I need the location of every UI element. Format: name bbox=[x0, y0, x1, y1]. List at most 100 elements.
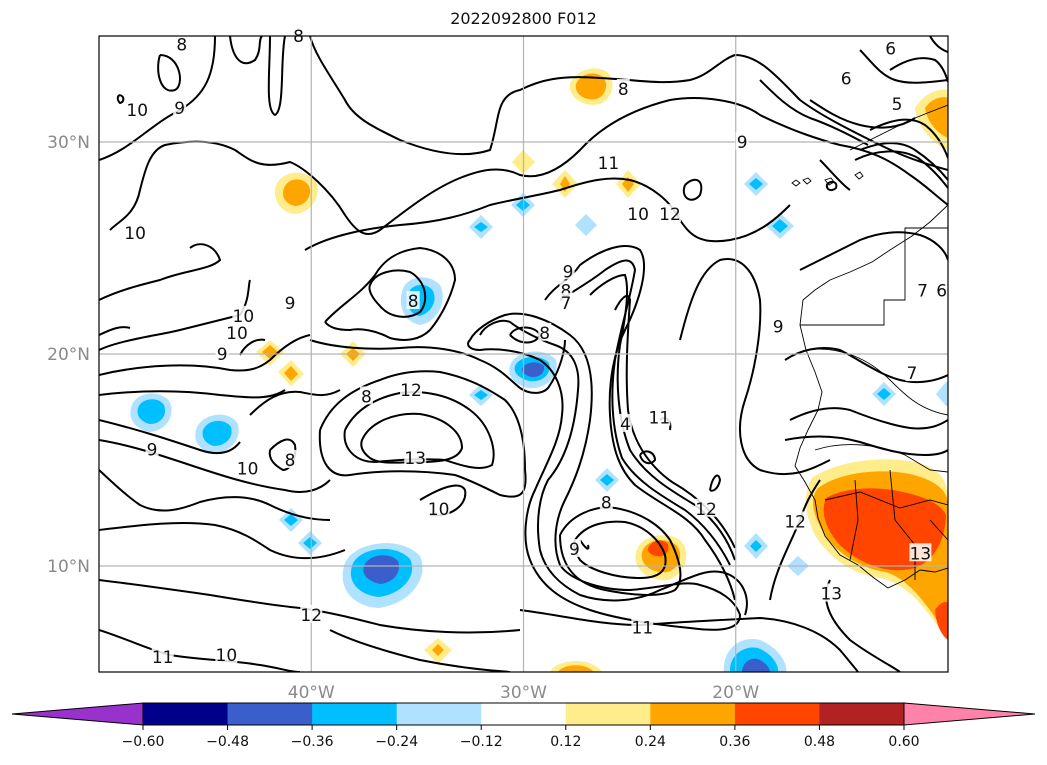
contour-label-bg bbox=[890, 93, 904, 112]
contour-label-bg bbox=[839, 68, 853, 87]
contour-18 bbox=[99, 521, 346, 560]
contour-label-bg bbox=[735, 132, 749, 150]
contour-label-bg bbox=[784, 511, 807, 530]
contour-label: 13 bbox=[910, 544, 932, 564]
contour-9 bbox=[682, 178, 703, 201]
contour-label: 8 bbox=[285, 451, 296, 471]
contour-52 bbox=[784, 435, 948, 457]
warm-blob-bottom-core bbox=[558, 665, 594, 672]
contour-label: 7 bbox=[907, 364, 918, 384]
contour-label-bg bbox=[283, 450, 297, 468]
lon-tick-label: 20°W bbox=[712, 683, 759, 703]
cool-dot-8-core bbox=[284, 514, 298, 526]
contour-36 bbox=[573, 520, 667, 580]
contour-43 bbox=[869, 118, 948, 159]
contour-29 bbox=[467, 312, 742, 631]
contour-label-bg bbox=[627, 204, 650, 223]
contour-label: 7 bbox=[561, 294, 572, 314]
contour-14 bbox=[99, 389, 286, 399]
contour-label: 9 bbox=[563, 262, 574, 282]
contour-label-bg bbox=[406, 291, 420, 309]
cool-blob-19n-core bbox=[521, 362, 545, 378]
contour-11 bbox=[324, 246, 457, 341]
colorbar-segment bbox=[396, 703, 482, 725]
warm-blob-n-core bbox=[575, 73, 607, 100]
contour-label-bg bbox=[175, 34, 189, 53]
cool-dot-6-core bbox=[474, 390, 488, 400]
contour-label-bg bbox=[658, 204, 681, 223]
colorbar-tick-label: 0.12 bbox=[550, 734, 581, 750]
contour-label-bg bbox=[126, 100, 149, 119]
contour-label-bg bbox=[225, 322, 248, 341]
colorbar-outline bbox=[142, 702, 905, 726]
contour-22 bbox=[249, 389, 341, 416]
contour-label-bg bbox=[695, 498, 718, 517]
contour-4 bbox=[267, 36, 286, 117]
contour-54 bbox=[239, 338, 266, 356]
contour-55 bbox=[639, 450, 657, 465]
contour-label-bg bbox=[404, 447, 427, 466]
contour-label: 9 bbox=[285, 294, 296, 314]
colorbar-tick-label: 0.24 bbox=[635, 734, 666, 750]
border-4 bbox=[824, 491, 948, 509]
contour-label: 12 bbox=[695, 500, 717, 520]
border-2 bbox=[805, 348, 948, 416]
contour-label: 11 bbox=[649, 409, 671, 429]
contour-1 bbox=[157, 54, 181, 92]
contour-label: 12 bbox=[659, 205, 681, 225]
contour-label-bg bbox=[559, 293, 573, 312]
contour-label-bg bbox=[909, 543, 932, 562]
contour-label: 10 bbox=[237, 459, 259, 479]
contour-label-bg bbox=[359, 386, 373, 405]
contour-50 bbox=[784, 347, 948, 384]
contour-label: 8 bbox=[561, 281, 572, 301]
contour-25 bbox=[360, 412, 464, 464]
colorbar-tick-label: 0.48 bbox=[804, 734, 835, 750]
contour-label: 7 bbox=[917, 281, 928, 301]
contour-label: 9 bbox=[737, 133, 748, 153]
cool-dot-7-core bbox=[600, 474, 614, 486]
contour-label-bg bbox=[151, 647, 174, 666]
border-7 bbox=[929, 519, 948, 541]
contour-15 bbox=[99, 419, 241, 455]
contour-label: 9 bbox=[773, 317, 784, 337]
colorbar-segment bbox=[734, 703, 820, 725]
cool-dot-12-core bbox=[877, 388, 891, 400]
contour-32 bbox=[559, 259, 731, 566]
contour-label: 10 bbox=[126, 101, 148, 121]
cool-dot-3 bbox=[575, 214, 597, 236]
contour-label: 12 bbox=[400, 381, 422, 401]
contour-62 bbox=[116, 94, 125, 105]
cool-dot-4-core bbox=[749, 178, 763, 190]
contour-label-bg bbox=[124, 223, 147, 242]
colorbar-segment bbox=[143, 703, 229, 725]
cool-dot-9-core bbox=[303, 537, 317, 549]
contour-27 bbox=[309, 339, 566, 394]
contour-7 bbox=[99, 243, 222, 301]
contour-label: 8 bbox=[601, 493, 612, 513]
contour-label: 11 bbox=[632, 618, 654, 638]
contour-46 bbox=[929, 36, 948, 53]
colorbar-tick-label: −0.48 bbox=[206, 734, 249, 750]
cool-blob-5n-core bbox=[742, 658, 770, 672]
contour-label-bg bbox=[283, 293, 297, 312]
coastline-west-africa bbox=[794, 204, 948, 589]
contour-label: 4 bbox=[620, 415, 631, 435]
contour-24 bbox=[343, 391, 495, 469]
colorbar-tick-label: −0.24 bbox=[375, 734, 418, 750]
contour-60 bbox=[819, 159, 851, 191]
contour-label: 11 bbox=[152, 648, 174, 668]
warm-blob-s-core bbox=[432, 644, 444, 656]
colorbar-segment bbox=[565, 703, 651, 725]
colorbar-segment bbox=[650, 703, 736, 725]
contour-label: 8 bbox=[176, 35, 187, 55]
contour-label-bg bbox=[145, 439, 159, 458]
contour-label-bg bbox=[538, 322, 552, 341]
contour-48 bbox=[759, 79, 869, 146]
contour-label-bg bbox=[597, 153, 620, 172]
contour-label: 9 bbox=[569, 540, 580, 560]
colorbar-tick-label: 0.60 bbox=[888, 734, 919, 750]
contour-label-bg bbox=[300, 604, 323, 623]
colorbar-segment bbox=[227, 703, 313, 725]
